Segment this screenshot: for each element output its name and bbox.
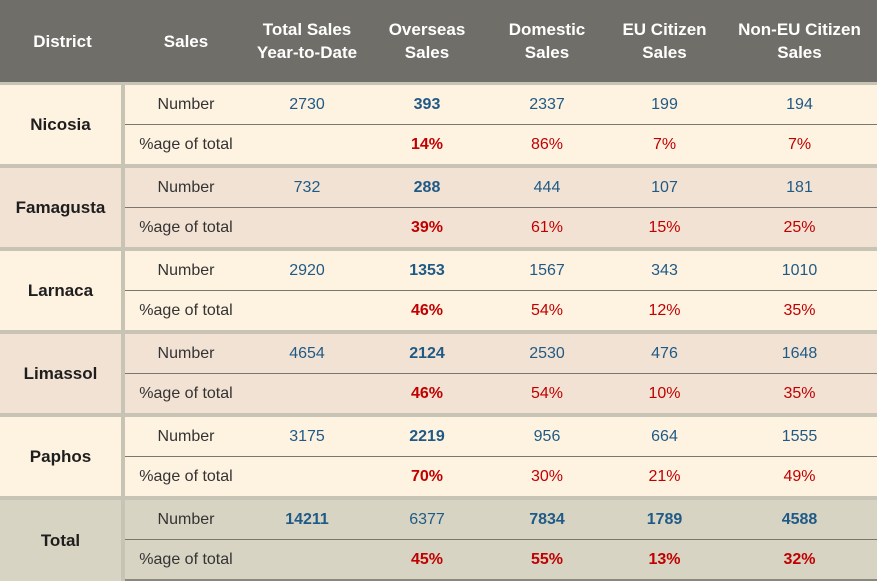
table-row: Larnaca Number 2920 1353 1567 343 1010 <box>0 247 877 330</box>
overseas-pct-cell: 45% <box>367 539 487 581</box>
district-name: Paphos <box>0 413 125 496</box>
row-label: Number <box>125 413 247 456</box>
overseas-pct-cell: 70% <box>367 456 487 496</box>
eu-citizen-header: EU Citizen Sales <box>607 0 722 82</box>
non-eu-pct-cell: 25% <box>722 207 877 247</box>
domestic-cell: 444 <box>487 164 607 207</box>
overseas-cell: 288 <box>367 164 487 207</box>
domestic-header: Domestic Sales <box>487 0 607 82</box>
row-label: %age of total <box>125 373 247 413</box>
total-ytd-cell: 732 <box>247 164 367 207</box>
overseas-header: Overseas Sales <box>367 0 487 82</box>
total-ytd-cell: 14211 <box>247 496 367 539</box>
row-label: %age of total <box>125 456 247 496</box>
non-eu-cell: 1648 <box>722 330 877 373</box>
eu-cell: 107 <box>607 164 722 207</box>
domestic-cell: 1567 <box>487 247 607 290</box>
domestic-pct-cell: 54% <box>487 290 607 330</box>
table-row: %age of total 39% 61% 15% 25% <box>0 207 877 247</box>
eu-pct-cell: 12% <box>607 290 722 330</box>
non-eu-citizen-header: Non-EU Citizen Sales <box>722 0 877 82</box>
table-row: %age of total 14% 86% 7% 7% <box>0 124 877 164</box>
overseas-cell: 1353 <box>367 247 487 290</box>
row-label: %age of total <box>125 207 247 247</box>
total-row: Total Number 14211 6377 7834 1789 4588 <box>0 496 877 581</box>
row-label: Number <box>125 247 247 290</box>
overseas-pct-cell: 46% <box>367 373 487 413</box>
row-label: %age of total <box>125 290 247 330</box>
non-eu-pct-cell: 35% <box>722 373 877 413</box>
table-row: %age of total 46% 54% 12% 35% <box>0 290 877 330</box>
total-ytd-header: Total Sales Year-to-Date <box>247 0 367 82</box>
non-eu-cell: 1010 <box>722 247 877 290</box>
eu-cell: 1789 <box>607 496 722 539</box>
row-label: Number <box>125 496 247 539</box>
non-eu-cell: 4588 <box>722 496 877 539</box>
total-label: Total <box>0 496 125 581</box>
empty-cell <box>247 207 367 247</box>
district-name: Famagusta <box>0 164 125 247</box>
table-row: Famagusta Number 732 288 444 107 181 <box>0 164 877 247</box>
eu-cell: 199 <box>607 82 722 124</box>
eu-pct-cell: 15% <box>607 207 722 247</box>
overseas-cell: 6377 <box>367 496 487 539</box>
non-eu-cell: 194 <box>722 82 877 124</box>
overseas-cell: 2124 <box>367 330 487 373</box>
total-ytd-cell: 3175 <box>247 413 367 456</box>
overseas-pct-cell: 46% <box>367 290 487 330</box>
eu-cell: 476 <box>607 330 722 373</box>
non-eu-cell: 1555 <box>722 413 877 456</box>
row-label: Number <box>125 164 247 207</box>
table-row: %age of total 46% 54% 10% 35% <box>0 373 877 413</box>
non-eu-pct-cell: 35% <box>722 290 877 330</box>
table-row: %age of total 70% 30% 21% 49% <box>0 456 877 496</box>
row-label: Number <box>125 82 247 124</box>
domestic-cell: 2530 <box>487 330 607 373</box>
district-name: Larnaca <box>0 247 125 330</box>
overseas-pct-cell: 39% <box>367 207 487 247</box>
empty-cell <box>247 373 367 413</box>
row-label: Number <box>125 330 247 373</box>
empty-cell <box>247 290 367 330</box>
eu-pct-cell: 10% <box>607 373 722 413</box>
empty-cell <box>247 539 367 581</box>
non-eu-cell: 181 <box>722 164 877 207</box>
overseas-cell: 393 <box>367 82 487 124</box>
total-ytd-cell: 2730 <box>247 82 367 124</box>
eu-cell: 664 <box>607 413 722 456</box>
empty-cell <box>247 456 367 496</box>
non-eu-pct-cell: 49% <box>722 456 877 496</box>
row-label: %age of total <box>125 539 247 581</box>
row-label: %age of total <box>125 124 247 164</box>
domestic-pct-cell: 55% <box>487 539 607 581</box>
domestic-pct-cell: 30% <box>487 456 607 496</box>
table-row: Limassol Number 4654 2124 2530 476 1648 <box>0 330 877 413</box>
eu-cell: 343 <box>607 247 722 290</box>
overseas-cell: 2219 <box>367 413 487 456</box>
total-ytd-cell: 4654 <box>247 330 367 373</box>
sales-header: Sales <box>125 0 247 82</box>
district-name: Limassol <box>0 330 125 413</box>
domestic-pct-cell: 86% <box>487 124 607 164</box>
empty-cell <box>247 124 367 164</box>
domestic-cell: 2337 <box>487 82 607 124</box>
table-row: Paphos Number 3175 2219 956 664 1555 <box>0 413 877 496</box>
header-row: District Sales Total Sales Year-to-Date O… <box>0 0 877 82</box>
total-row: %age of total 45% 55% 13% 32% <box>0 539 877 581</box>
eu-pct-cell: 13% <box>607 539 722 581</box>
eu-pct-cell: 7% <box>607 124 722 164</box>
total-ytd-cell: 2920 <box>247 247 367 290</box>
domestic-cell: 956 <box>487 413 607 456</box>
eu-pct-cell: 21% <box>607 456 722 496</box>
non-eu-pct-cell: 32% <box>722 539 877 581</box>
district-name: Nicosia <box>0 82 125 164</box>
non-eu-pct-cell: 7% <box>722 124 877 164</box>
overseas-pct-cell: 14% <box>367 124 487 164</box>
domestic-cell: 7834 <box>487 496 607 539</box>
domestic-pct-cell: 54% <box>487 373 607 413</box>
district-header: District <box>0 0 125 82</box>
domestic-pct-cell: 61% <box>487 207 607 247</box>
table-row: Nicosia Number 2730 393 2337 199 194 <box>0 82 877 164</box>
